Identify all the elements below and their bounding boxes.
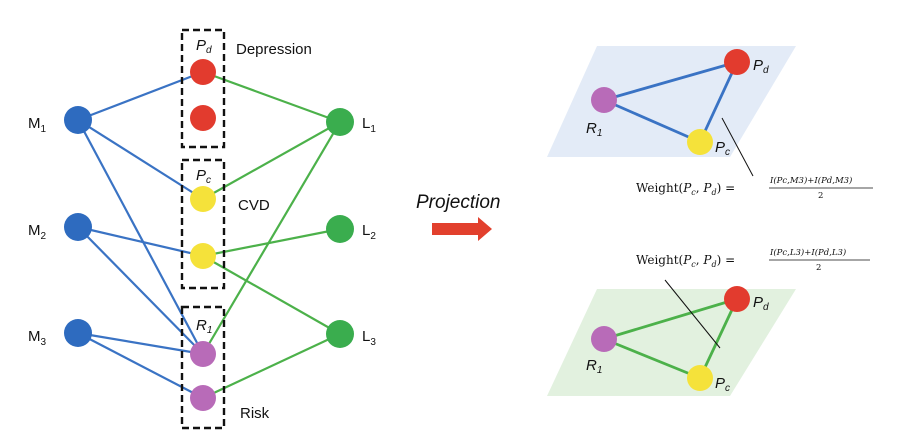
l-edges — [202, 70, 341, 399]
bipartite-graph: M1 M2 M3 L1 L2 L3 Pd Pc R1 Depression CV… — [28, 28, 376, 430]
svg-text:Weight(Pc, Pd) =: Weight(Pc, Pd) = — [636, 253, 735, 269]
m2-label: M2 — [28, 222, 47, 242]
depression-caption: Depression — [236, 41, 312, 58]
m3-label: M3 — [28, 328, 47, 348]
edge-m3-r1 — [77, 331, 204, 356]
edge-m2-r1 — [77, 226, 204, 355]
l2-node — [326, 215, 354, 243]
cvd-node-1 — [190, 186, 216, 212]
risk-box-label: R1 — [196, 317, 212, 336]
top-pc-label: Pc — [715, 139, 730, 158]
edge-m1-r1 — [77, 119, 204, 355]
edge-l1-r1 — [202, 121, 341, 355]
top-edge-r1-pd — [603, 60, 738, 102]
bottom-edge-r1-pc — [603, 337, 701, 380]
middle-nodes — [190, 59, 216, 411]
top-projected-graph: Pd R1 Pc Weight(Pc, Pd) = I(Pc,M3)+I(Pd,… — [547, 46, 873, 201]
top-formula-numerator: I(Pc,M3)+I(Pd,M3) — [769, 175, 852, 186]
depression-node-2 — [190, 105, 216, 131]
risk-caption: Risk — [240, 405, 270, 422]
projection-label: Projection — [416, 192, 501, 213]
depression-node-1 — [190, 59, 216, 85]
l3-label: L3 — [362, 328, 376, 348]
bottom-projected-graph: Pd R1 Pc Weight(Pc, Pd) = I(Pc,L3)+I(Pd,… — [547, 247, 870, 396]
l-nodes — [326, 108, 354, 348]
bottom-pc-label: Pc — [715, 375, 730, 394]
m2-node — [64, 213, 92, 241]
bottom-r1-label: R1 — [586, 357, 602, 376]
top-edge-r1-pc — [603, 98, 701, 144]
top-pd-node — [724, 49, 750, 75]
l1-label: L1 — [362, 115, 376, 135]
top-r1-label: R1 — [586, 120, 602, 139]
bottom-r1-node — [591, 326, 617, 352]
edge-l2-pc2 — [202, 227, 341, 258]
edge-l1-pd1 — [202, 70, 341, 124]
cvd-caption: CVD — [238, 197, 270, 214]
cvd-node-2 — [190, 243, 216, 269]
top-weight-formula: Weight(Pc, Pd) = I(Pc,M3)+I(Pd,M3) 2 — [636, 175, 873, 201]
bottom-formula-denominator: 2 — [816, 263, 821, 273]
top-r1-node — [591, 87, 617, 113]
top-pc-node — [687, 129, 713, 155]
top-formula-denominator: 2 — [818, 191, 823, 201]
bottom-plane — [547, 289, 796, 396]
edge-l3-r2 — [202, 333, 341, 399]
bottom-weight-formula: Weight(Pc, Pd) = I(Pc,L3)+I(Pd,L3) 2 — [636, 247, 870, 273]
group-boxes — [180, 28, 226, 430]
risk-node-1 — [190, 341, 216, 367]
projection-arrow: Projection — [416, 192, 501, 241]
projection-arrow-shape — [432, 217, 492, 241]
bottom-pd-node — [724, 286, 750, 312]
bottom-edge-pd-pc — [698, 298, 739, 379]
l1-node — [326, 108, 354, 136]
depression-box-label: Pd — [196, 37, 212, 56]
edge-m2-pc2 — [77, 225, 204, 258]
m3-node — [64, 319, 92, 347]
bottom-pd-label: Pd — [753, 294, 769, 313]
top-edge-pd-pc — [698, 61, 739, 143]
depression-group-box — [180, 28, 226, 149]
m-edges — [77, 70, 204, 399]
bottom-pc-node — [687, 365, 713, 391]
bottom-edge-r1-pd — [603, 297, 738, 341]
m-nodes — [64, 106, 92, 347]
top-pd-label: Pd — [753, 57, 769, 76]
risk-group-box — [180, 305, 226, 430]
l3-node — [326, 320, 354, 348]
edge-l3-pc2 — [202, 255, 341, 335]
edge-m1-pd1 — [77, 70, 204, 122]
bottom-formula-numerator: I(Pc,L3)+I(Pd,L3) — [769, 247, 846, 258]
bottom-formula-pointer — [664, 279, 721, 349]
svg-text:Weight(Pc, Pd) =: Weight(Pc, Pd) = — [636, 181, 735, 197]
cvd-group-box — [180, 158, 226, 290]
risk-node-2 — [190, 385, 216, 411]
m1-label: M1 — [28, 115, 47, 135]
m1-node — [64, 106, 92, 134]
edge-l1-pc1 — [202, 121, 341, 200]
l2-label: L2 — [362, 222, 376, 242]
top-formula-pointer — [721, 117, 754, 177]
cvd-box-label: Pc — [196, 167, 211, 186]
